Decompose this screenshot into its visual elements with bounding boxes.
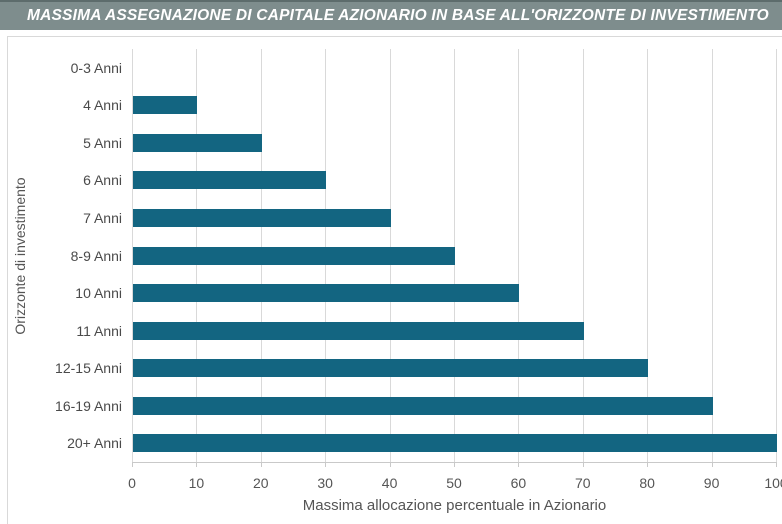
bar: [133, 359, 649, 378]
tick-mark-x-60: [518, 462, 520, 467]
x-tick-label-70: 70: [575, 475, 591, 491]
bar: [133, 246, 455, 265]
tick-mark-x-80: [647, 462, 649, 467]
x-tick-label-10: 10: [188, 475, 205, 491]
category-label: 8-9 Anni: [70, 247, 122, 264]
tick-mark-x-90: [711, 462, 713, 467]
category-label: 4 Anni: [83, 97, 122, 114]
tick-mark-x-0: [132, 462, 133, 467]
tick-mark-x-50: [454, 462, 455, 467]
category-label: 11 Anni: [76, 322, 122, 339]
x-tick-label-20: 20: [253, 475, 269, 491]
x-tick-label-60: 60: [510, 475, 527, 491]
chart-title-bar: MASSIMA ASSEGNAZIONE DI CAPITALE AZIONAR…: [0, 0, 782, 30]
x-tick-label-80: 80: [639, 475, 655, 491]
bar: [133, 171, 327, 190]
bar: [133, 396, 713, 415]
category-label: 7 Anni: [83, 209, 122, 226]
x-axis-line: [132, 462, 776, 463]
tick-mark-x-20: [260, 462, 262, 467]
category-label: 0-3 Anni: [70, 59, 122, 76]
tick-mark-x-30: [325, 462, 327, 467]
x-tick-label-30: 30: [317, 475, 333, 491]
x-tick-label-0: 0: [128, 475, 136, 491]
category-label: 6 Anni: [83, 172, 122, 189]
category-label: 20+ Anni: [67, 435, 122, 452]
bar: [133, 208, 391, 227]
gridline-x-0: [132, 49, 133, 462]
x-tick-label-90: 90: [703, 475, 720, 491]
gridline-x-60: [518, 49, 520, 462]
tick-mark-x-100: [776, 462, 777, 467]
bar: [133, 321, 584, 340]
tick-mark-x-70: [582, 462, 584, 467]
category-label: 10 Anni: [75, 285, 122, 302]
bar: [133, 96, 198, 115]
tick-mark-x-10: [196, 462, 198, 467]
x-axis-title: Massima allocazione percentuale in Azion…: [302, 497, 607, 514]
gridline-x-90: [711, 49, 713, 462]
category-label: 12-15 Anni: [55, 360, 122, 377]
bar: [133, 133, 262, 152]
gridline-x-100: [776, 49, 777, 462]
category-label: 16-19 Anni: [55, 397, 122, 414]
gridline-x-80: [647, 49, 649, 462]
tick-mark-x-40: [389, 462, 391, 467]
category-label: 5 Anni: [83, 134, 122, 151]
bar: [133, 434, 777, 453]
x-tick-label-40: 40: [381, 475, 398, 491]
x-tick-label-50: 50: [446, 475, 462, 491]
x-tick-label-100: 100: [764, 475, 782, 491]
bar: [133, 284, 520, 303]
chart-title: MASSIMA ASSEGNAZIONE DI CAPITALE AZIONAR…: [27, 7, 769, 24]
gridline-x-70: [582, 49, 584, 462]
